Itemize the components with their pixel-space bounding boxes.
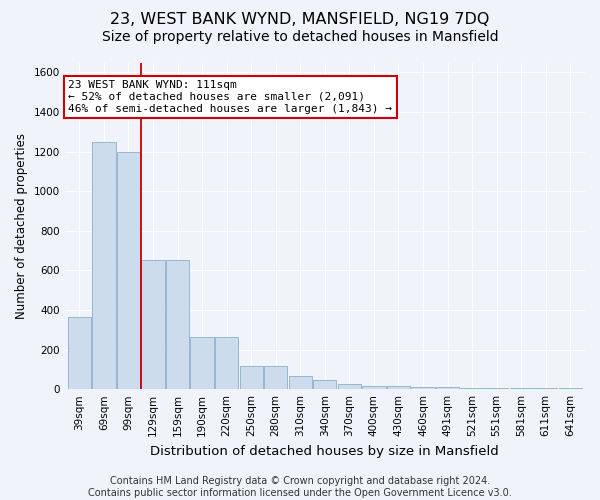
Bar: [412, 387, 434, 389]
Bar: [362, 386, 386, 389]
Bar: [534, 388, 557, 389]
Bar: [166, 260, 189, 389]
Bar: [289, 376, 312, 389]
Bar: [436, 387, 459, 389]
Bar: [338, 384, 361, 389]
Bar: [117, 152, 140, 389]
Bar: [387, 386, 410, 389]
Bar: [92, 142, 116, 389]
Y-axis label: Number of detached properties: Number of detached properties: [15, 133, 28, 319]
Bar: [190, 336, 214, 389]
Text: Size of property relative to detached houses in Mansfield: Size of property relative to detached ho…: [101, 30, 499, 44]
Bar: [460, 388, 484, 389]
Bar: [68, 317, 91, 389]
Bar: [313, 380, 337, 389]
Text: 23 WEST BANK WYND: 111sqm
← 52% of detached houses are smaller (2,091)
46% of se: 23 WEST BANK WYND: 111sqm ← 52% of detac…: [68, 80, 392, 114]
Bar: [559, 388, 582, 389]
Bar: [264, 366, 287, 389]
X-axis label: Distribution of detached houses by size in Mansfield: Distribution of detached houses by size …: [151, 444, 499, 458]
Bar: [239, 366, 263, 389]
Bar: [215, 336, 238, 389]
Text: Contains HM Land Registry data © Crown copyright and database right 2024.
Contai: Contains HM Land Registry data © Crown c…: [88, 476, 512, 498]
Bar: [485, 388, 508, 389]
Text: 23, WEST BANK WYND, MANSFIELD, NG19 7DQ: 23, WEST BANK WYND, MANSFIELD, NG19 7DQ: [110, 12, 490, 28]
Bar: [509, 388, 533, 389]
Bar: [142, 260, 164, 389]
